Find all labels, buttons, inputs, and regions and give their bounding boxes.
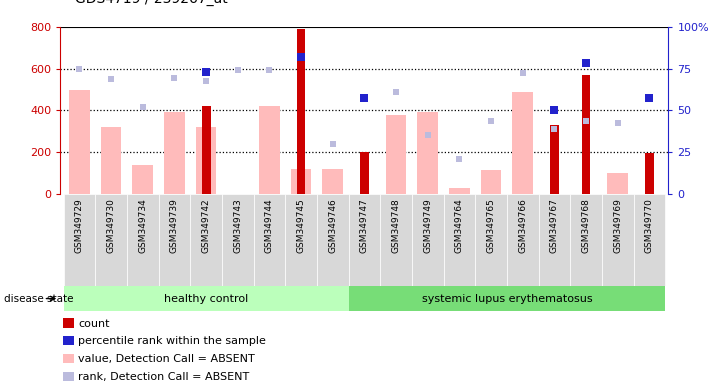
Text: GSM349748: GSM349748 xyxy=(392,199,400,253)
Text: GSM349739: GSM349739 xyxy=(170,199,179,253)
Text: percentile rank within the sample: percentile rank within the sample xyxy=(78,336,266,346)
Bar xyxy=(348,286,665,311)
Bar xyxy=(69,89,90,194)
Text: GSM349746: GSM349746 xyxy=(328,199,337,253)
Text: GSM349769: GSM349769 xyxy=(613,199,622,253)
Bar xyxy=(291,169,311,194)
Bar xyxy=(513,92,533,194)
Bar xyxy=(360,152,369,194)
Bar xyxy=(63,354,75,363)
Bar xyxy=(602,194,634,286)
Bar xyxy=(127,194,159,286)
Bar xyxy=(254,194,285,286)
Bar xyxy=(296,29,306,194)
Bar xyxy=(322,169,343,194)
Bar xyxy=(159,194,191,286)
Bar xyxy=(348,194,380,286)
Bar xyxy=(222,194,254,286)
Bar xyxy=(380,194,412,286)
Text: GSM349764: GSM349764 xyxy=(455,199,464,253)
Bar xyxy=(582,75,590,194)
Text: GSM349742: GSM349742 xyxy=(202,199,210,253)
Bar xyxy=(645,153,654,194)
Bar xyxy=(538,194,570,286)
Bar xyxy=(481,170,501,194)
Text: GSM349729: GSM349729 xyxy=(75,199,84,253)
Text: GSM349749: GSM349749 xyxy=(423,199,432,253)
Bar xyxy=(164,113,185,194)
Text: GSM349768: GSM349768 xyxy=(582,199,591,253)
Text: healthy control: healthy control xyxy=(164,293,248,304)
Text: GSM349730: GSM349730 xyxy=(107,199,116,253)
Text: GSM349766: GSM349766 xyxy=(518,199,527,253)
Text: GSM349743: GSM349743 xyxy=(233,199,242,253)
Text: GSM349734: GSM349734 xyxy=(138,199,147,253)
Bar xyxy=(475,194,507,286)
Bar xyxy=(63,194,95,286)
Text: GSM349744: GSM349744 xyxy=(265,199,274,253)
Bar xyxy=(412,194,444,286)
Bar xyxy=(607,173,628,194)
Bar xyxy=(63,372,75,381)
Text: disease state: disease state xyxy=(4,293,73,304)
Text: GSM349767: GSM349767 xyxy=(550,199,559,253)
Bar xyxy=(317,194,348,286)
Bar xyxy=(444,194,475,286)
Text: GSM349765: GSM349765 xyxy=(486,199,496,253)
Text: GSM349745: GSM349745 xyxy=(296,199,306,253)
Bar xyxy=(417,113,438,194)
Bar xyxy=(63,286,348,311)
Bar xyxy=(634,194,665,286)
Text: count: count xyxy=(78,319,109,329)
Bar xyxy=(285,194,317,286)
Text: GSM349770: GSM349770 xyxy=(645,199,654,253)
Bar xyxy=(101,127,122,194)
Text: GDS4719 / 239267_at: GDS4719 / 239267_at xyxy=(75,0,228,6)
Text: systemic lupus erythematosus: systemic lupus erythematosus xyxy=(422,293,592,304)
Text: GSM349747: GSM349747 xyxy=(360,199,369,253)
Text: rank, Detection Call = ABSENT: rank, Detection Call = ABSENT xyxy=(78,372,250,382)
Bar xyxy=(196,127,216,194)
Bar xyxy=(63,318,75,328)
Bar xyxy=(507,194,538,286)
Bar xyxy=(449,188,470,194)
Text: value, Detection Call = ABSENT: value, Detection Call = ABSENT xyxy=(78,354,255,364)
Bar xyxy=(570,194,602,286)
Bar xyxy=(191,194,222,286)
Bar xyxy=(386,114,407,194)
Bar xyxy=(259,106,279,194)
Bar xyxy=(202,106,210,194)
Bar xyxy=(132,165,153,194)
Bar xyxy=(550,125,559,194)
Bar xyxy=(63,336,75,345)
Bar xyxy=(95,194,127,286)
